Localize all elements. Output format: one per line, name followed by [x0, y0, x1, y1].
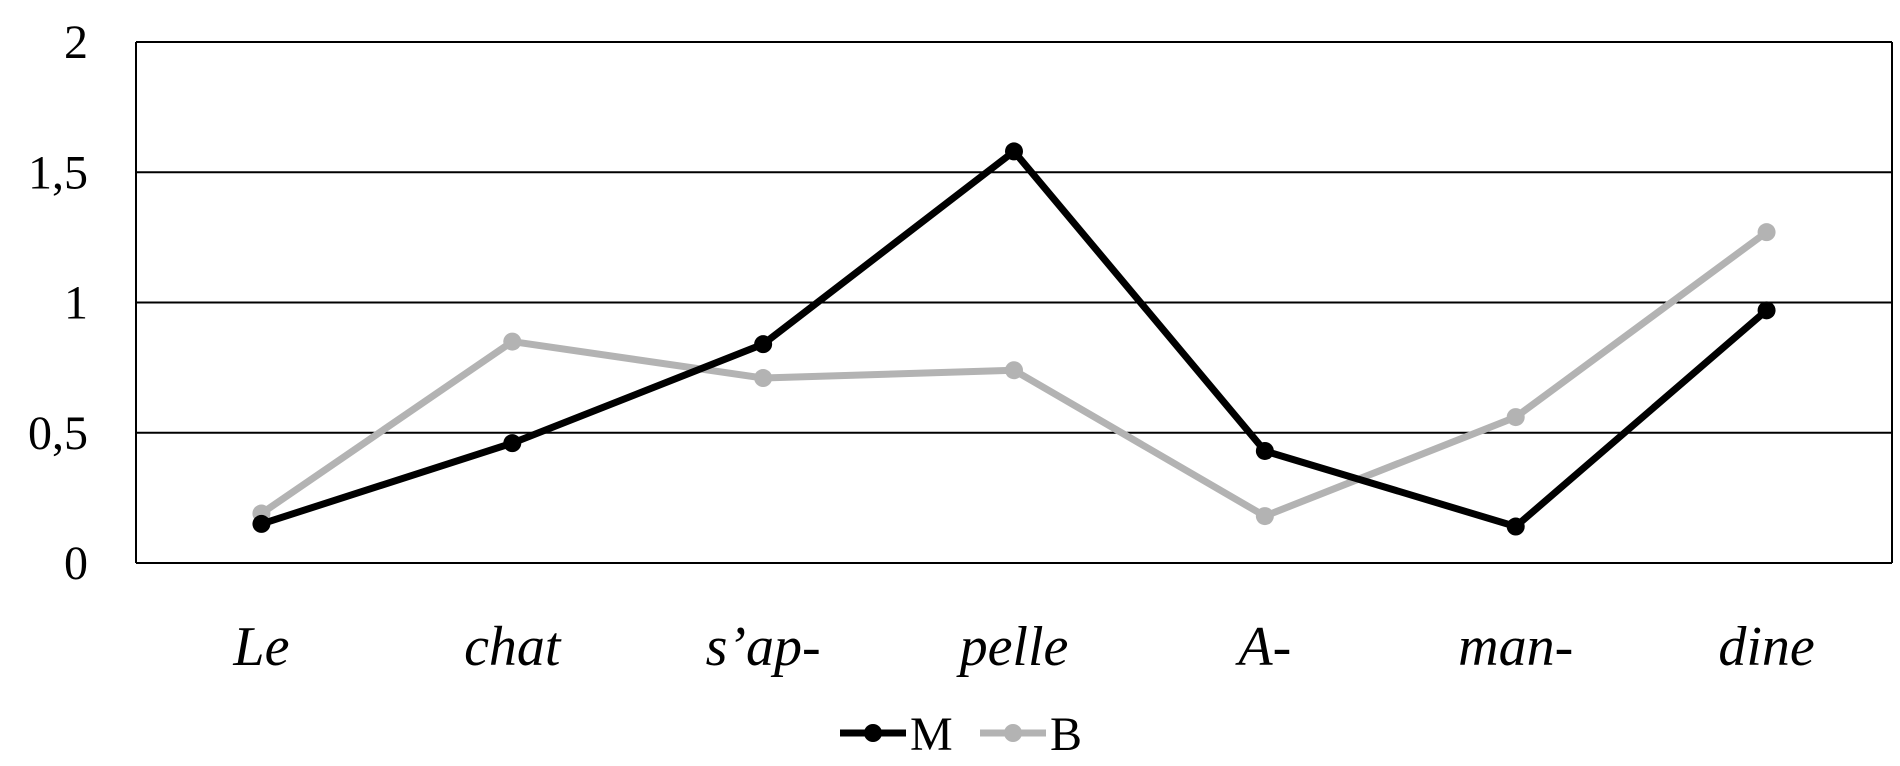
x-tick-label: A- — [1234, 616, 1291, 678]
data-point-b — [754, 369, 773, 388]
series-layer — [252, 142, 1776, 536]
y-tick-label: 0,5 — [28, 407, 88, 460]
x-tick-label: chat — [464, 616, 562, 678]
data-point-b — [1506, 408, 1525, 427]
data-point-m — [1005, 142, 1023, 161]
x-tick-label: Le — [232, 616, 289, 678]
data-point-m — [754, 335, 773, 354]
data-point-m — [1757, 301, 1776, 320]
data-point-m — [252, 514, 271, 533]
gridlines — [135, 41, 1893, 564]
data-point-b — [503, 332, 522, 351]
x-tick-label: pelle — [956, 616, 1069, 678]
data-point-m — [503, 434, 522, 453]
data-point-m — [1255, 441, 1274, 460]
x-axis-ticks: Le chat s’ap-pelle A-man-dine — [232, 616, 1814, 678]
legend-swatch-marker-m — [864, 724, 882, 742]
x-tick-label: s’ap- — [706, 616, 821, 678]
legend-label-b: B — [1050, 708, 1082, 761]
y-tick-label: 2 — [64, 16, 88, 69]
y-axis-ticks: 0 0,5 1 1,5 2 — [28, 16, 88, 590]
data-point-b — [1255, 507, 1274, 526]
x-tick-label: man- — [1458, 616, 1573, 678]
series-line-m — [260, 147, 1769, 531]
data-point-b — [1757, 223, 1776, 242]
data-point-b — [1005, 361, 1023, 380]
legend-swatch-marker-b — [1004, 724, 1022, 742]
data-point-m — [1506, 517, 1525, 536]
legend-label-m: M — [910, 708, 953, 761]
y-tick-label: 1 — [64, 277, 88, 330]
x-tick-label: dine — [1718, 616, 1814, 678]
y-tick-label: 1,5 — [28, 146, 88, 199]
y-tick-label: 0 — [64, 537, 88, 590]
